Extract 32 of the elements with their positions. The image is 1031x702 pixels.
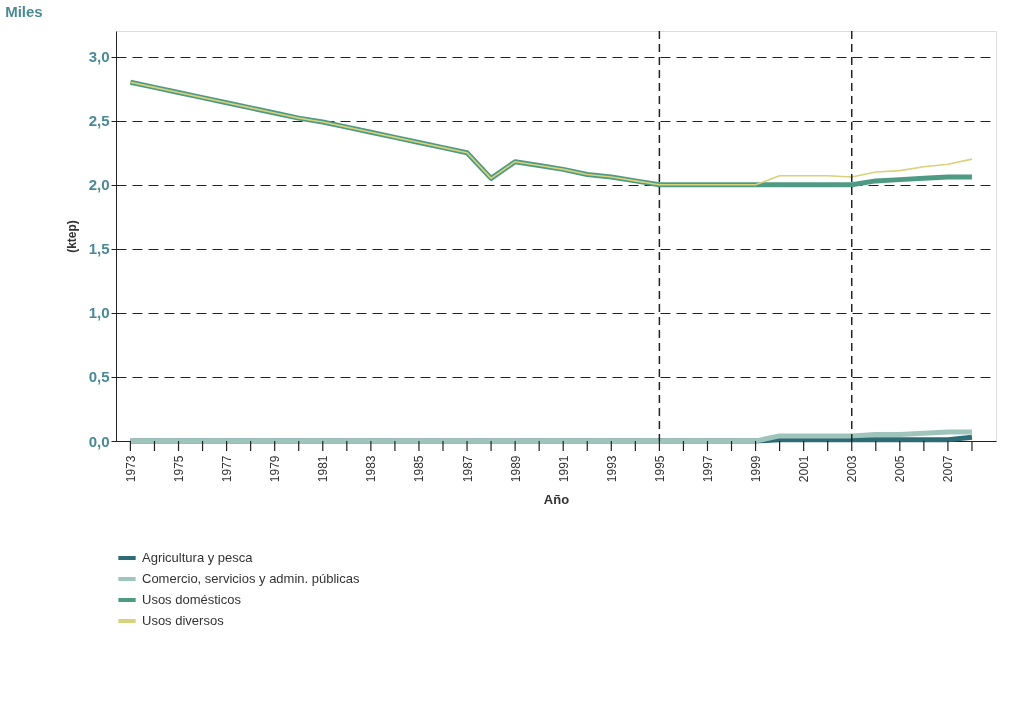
x-tick-label: 1989 [508, 455, 523, 483]
x-tick-label: 1999 [749, 455, 764, 483]
x-tick-label: 1975 [172, 455, 187, 483]
y-tick-label: 1,5 [88, 240, 110, 258]
x-tick-label: 1993 [604, 455, 619, 483]
y-axis-title: (ktep) [64, 220, 79, 253]
x-tick-label: 1995 [652, 455, 667, 483]
x-tick-label: 1973 [123, 455, 138, 483]
legend-label: Usos diversos [142, 613, 225, 628]
x-tick-label: 1981 [316, 455, 331, 483]
x-tick-label: 1997 [700, 455, 715, 483]
legend-label: Usos domésticos [142, 592, 242, 607]
x-tick-label: 2003 [845, 455, 860, 483]
legend-label: Agricultura y pesca [142, 550, 254, 565]
x-tick-label: 2001 [797, 455, 812, 483]
x-tick-label: 1977 [220, 455, 235, 483]
y-tick-label: 0,5 [88, 368, 110, 386]
chart-title: Miles [5, 3, 43, 21]
x-tick-label: 1987 [460, 455, 475, 483]
x-tick-label: 1991 [556, 455, 571, 483]
y-tick-label: 3,0 [88, 48, 110, 66]
legend-label: Comercio, servicios y admin. públicas [142, 571, 360, 586]
y-tick-label: 0,0 [88, 432, 110, 450]
x-tick-label: 1983 [364, 455, 379, 483]
x-tick-label: 1985 [412, 455, 427, 483]
x-axis-title: Año [543, 492, 570, 508]
y-tick-label: 2,5 [88, 112, 110, 130]
y-tick-label: 2,0 [88, 176, 110, 194]
x-tick-label: 2005 [893, 455, 908, 483]
y-tick-label: 1,0 [88, 304, 110, 322]
x-tick-label: 1979 [268, 455, 283, 483]
x-tick-label: 2007 [941, 455, 956, 483]
